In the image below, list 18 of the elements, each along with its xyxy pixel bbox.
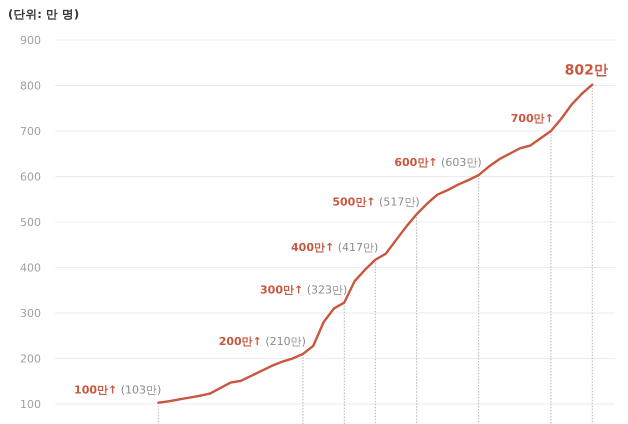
y-tick-label: 200 — [20, 352, 41, 366]
data-label: 600만↑ (603만) — [394, 156, 482, 170]
y-tick-label: 400 — [20, 262, 41, 274]
y-tick-label: 800 — [20, 80, 41, 92]
y-tick-label: 700 — [20, 125, 41, 138]
data-label: 200만↑ (210만) — [218, 334, 306, 348]
data-label: 400만↑ (417만) — [291, 240, 378, 254]
y-tick-label: 500 — [20, 216, 41, 229]
y-tick-label: 100 — [20, 398, 41, 411]
data-label: 802만 — [564, 62, 608, 79]
data-label: 300만↑ (323만) — [260, 284, 348, 297]
data-label: 100만↑ (103만) — [74, 384, 162, 397]
data-label: 700만↑ — [510, 112, 554, 125]
y-tick-label: 900 — [20, 34, 41, 47]
y-tick-label: 600 — [20, 170, 41, 184]
y-axis-title: (단위: 만 명) — [8, 7, 80, 21]
y-tick-label: 300 — [20, 307, 41, 320]
data-label: 500만↑ (517만) — [332, 195, 420, 208]
